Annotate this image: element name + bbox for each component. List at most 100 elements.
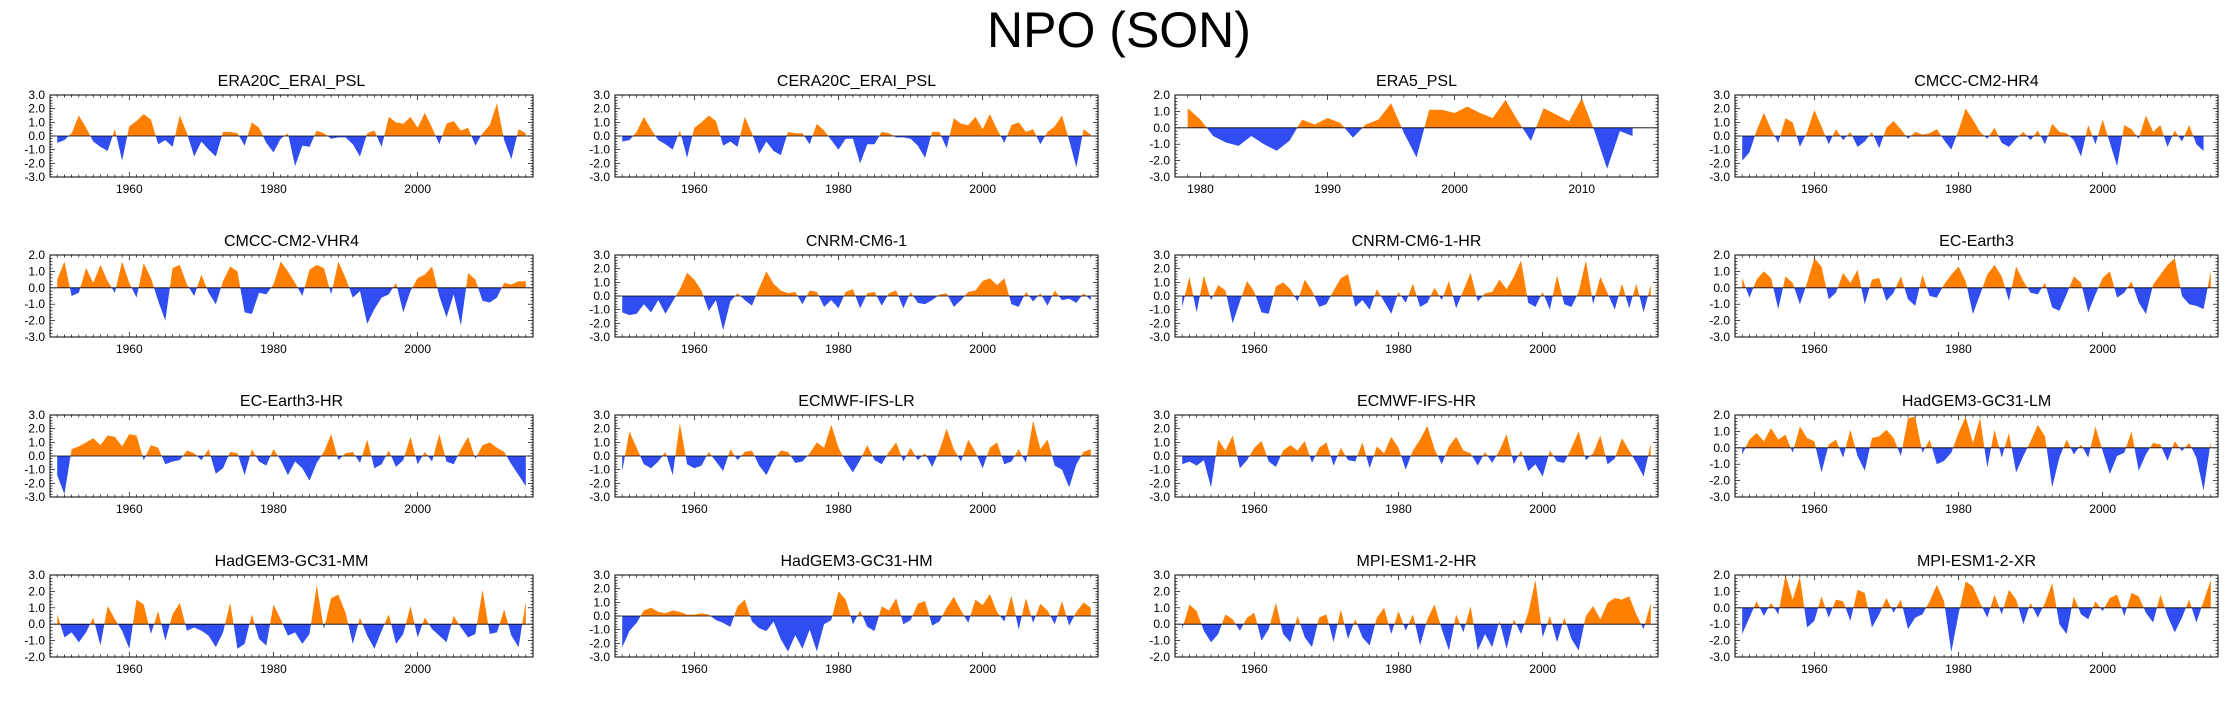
positive-anomaly-area xyxy=(57,434,526,456)
x-tick-label: 2000 xyxy=(2089,662,2116,676)
panel-plot: 2.0 1.0 0.0 -1.0 -2.0 -3.0 1960 1980 2000 xyxy=(1709,248,2219,356)
y-tick-label: 3.0 xyxy=(28,88,45,102)
panel-title: ECMWF-IFS-HR xyxy=(1356,393,1477,410)
y-tick-label: -3.0 xyxy=(589,170,610,184)
positive-anomaly-area xyxy=(1742,258,2211,288)
x-tick-label: 1960 xyxy=(681,662,708,676)
y-tick-label: 2.0 xyxy=(1713,248,1730,262)
panel-2: ERA5_PSL 2.0 1.0 0.0 -1.0 -2.0 -3.0 1980 1990 200… xyxy=(1130,73,1670,213)
panel-1: CERA20C_ERAI_PSL 3.0 2.0 1.0 0.0 -1.0 -2.0 -3.0… xyxy=(570,73,1110,213)
panel-3: CMCC-CM2-HR4 3.0 2.0 1.0 0.0 -1.0 -2.0 -3.0 1960… xyxy=(1690,73,2230,213)
y-tick-label: 0.0 xyxy=(28,617,45,631)
panel-10: ECMWF-IFS-HR 3.0 2.0 1.0 0.0 -1.0 -2.0 -3.0 1960… xyxy=(1130,393,1670,533)
x-tick-label: 1960 xyxy=(116,182,143,196)
panel-title: ERA20C_ERAI_PSL xyxy=(217,73,366,90)
y-tick-label: 1.0 xyxy=(1153,435,1170,449)
x-tick-label: 2000 xyxy=(2089,182,2116,196)
y-tick-label: -2.0 xyxy=(589,316,610,330)
y-tick-label: 3.0 xyxy=(1153,408,1170,422)
y-tick-label: 1.0 xyxy=(1153,601,1170,615)
panel-plot: 2.0 1.0 0.0 -1.0 -2.0 -3.0 1980 1990 2000 2010 xyxy=(1149,88,1659,196)
y-tick-label: 1.0 xyxy=(1153,104,1170,118)
x-tick-label: 1960 xyxy=(1241,502,1268,516)
positive-anomaly-area xyxy=(1182,425,1651,456)
y-tick-label: 3.0 xyxy=(28,408,45,422)
panel-title: CMCC-CM2-HR4 xyxy=(1914,73,2039,90)
y-tick-label: 3.0 xyxy=(1153,248,1170,262)
y-tick-label: -2.0 xyxy=(1709,634,1730,648)
y-tick-label: -2.0 xyxy=(24,476,45,490)
panel-6: CNRM-CM6-1-HR 3.0 2.0 1.0 0.0 -1.0 -2.0 -3.0 196… xyxy=(1130,233,1670,373)
panel-title: CMCC-CM2-VHR4 xyxy=(223,233,360,250)
panel-plot: 3.02.01.00.0-1.0-2.0-3.0 1960 1980 2000 xyxy=(589,568,1099,676)
x-tick-label: 1960 xyxy=(1801,182,1828,196)
y-tick-label: 2.0 xyxy=(1153,584,1170,598)
y-tick-label: -1.0 xyxy=(1149,463,1170,477)
panel-12: HadGEM3-GC31-MM 3.0 2.0 1.0 0.0 -1.0 -2.0 1960 1… xyxy=(5,553,545,693)
panel-title: CNRM-CM6-1-HR xyxy=(1351,233,1482,250)
y-tick-label: 1.0 xyxy=(28,115,45,129)
y-tick-label: -2.0 xyxy=(1709,314,1730,328)
x-tick-label: 1980 xyxy=(260,502,287,516)
x-tick-label: 1960 xyxy=(681,502,708,516)
y-tick-label: 1.0 xyxy=(593,115,610,129)
positive-anomaly-area xyxy=(622,114,1091,136)
plot-frame xyxy=(49,574,534,658)
y-tick-label: -3.0 xyxy=(1709,330,1730,344)
x-tick-label: 2000 xyxy=(969,502,996,516)
x-tick-label: 2000 xyxy=(2089,342,2116,356)
y-tick-label: 3.0 xyxy=(593,88,610,102)
y-tick-label: 0.0 xyxy=(1713,129,1730,143)
plot-frame xyxy=(1174,574,1659,658)
y-tick-label: -1.0 xyxy=(24,297,45,311)
y-tick-label: -1.0 xyxy=(1709,297,1730,311)
y-tick-label: 0.0 xyxy=(1153,617,1170,631)
y-tick-label: 3.0 xyxy=(593,408,610,422)
x-tick-label: 1980 xyxy=(825,342,852,356)
y-tick-label: -3.0 xyxy=(1149,330,1170,344)
panel-plot: 3.0 2.0 1.0 0.0 -1.0 -2.0 1960 1980 2000 xyxy=(24,568,534,676)
panel-plot: 2.0 1.0 0.0 -1.0 -2.0 -3.0 1960 1980 2000 xyxy=(24,248,534,356)
panel-15: MPI-ESM1-2-XR 2.0 1.0 0.0 -1.0 -2.0 -3.0 1960 19… xyxy=(1690,553,2230,693)
y-tick-label: 2.0 xyxy=(1153,262,1170,276)
x-tick-label: 2010 xyxy=(1568,182,1595,196)
panel-title: HadGEM3-GC31-LM xyxy=(1901,393,2052,410)
y-tick-label: -3.0 xyxy=(589,490,610,504)
positive-anomaly-area xyxy=(1742,108,2204,136)
negative-anomaly-area xyxy=(1182,456,1651,488)
panel-plot: 3.02.01.00.0-1.0-2.0-3.0 1960 1980 2000 xyxy=(24,88,534,196)
negative-anomaly-area xyxy=(1187,127,1633,169)
y-tick-label: 1.0 xyxy=(593,275,610,289)
y-tick-label: -2.0 xyxy=(589,636,610,650)
panel-8: EC-Earth3-HR 3.0 2.0 1.0 0.0 -1.0 -2.0 -3.0 1960… xyxy=(5,393,545,533)
y-tick-label: -2.0 xyxy=(589,156,610,170)
y-tick-label: -2.0 xyxy=(1709,474,1730,488)
plot-frame xyxy=(1734,414,2219,498)
y-tick-label: -3.0 xyxy=(1149,490,1170,504)
x-tick-label: 1960 xyxy=(1241,342,1268,356)
panel-title: EC-Earth3 xyxy=(1939,233,2014,250)
x-tick-label: 2000 xyxy=(1529,662,1556,676)
y-tick-label: -3.0 xyxy=(24,330,45,344)
y-tick-label: -3.0 xyxy=(24,170,45,184)
x-tick-label: 1960 xyxy=(1801,502,1828,516)
x-tick-label: 2000 xyxy=(969,342,996,356)
y-tick-label: -1.0 xyxy=(1709,143,1730,157)
panel-4: CMCC-CM2-VHR4 2.0 1.0 0.0 -1.0 -2.0 -3.0 1960 19… xyxy=(5,233,545,373)
positive-anomaly-area xyxy=(57,584,526,625)
y-tick-label: -2.0 xyxy=(1149,154,1170,168)
panel-plot: 3.02.01.00.0-1.0-2.0-3.0 1960 1980 2000 xyxy=(1709,88,2219,196)
positive-anomaly-area xyxy=(1182,260,1651,296)
panel-7: EC-Earth3 2.0 1.0 0.0 -1.0 -2.0 -3.0 1960 1980 20… xyxy=(1690,233,2230,373)
x-tick-label: 1960 xyxy=(681,342,708,356)
positive-anomaly-area xyxy=(1187,98,1594,128)
positive-anomaly-area xyxy=(57,103,526,136)
y-tick-label: 2.0 xyxy=(1153,422,1170,436)
x-tick-label: 1960 xyxy=(1241,662,1268,676)
y-tick-label: 2.0 xyxy=(1713,568,1730,582)
x-tick-label: 2000 xyxy=(404,662,431,676)
y-tick-label: 2.0 xyxy=(1153,88,1170,102)
y-tick-label: -1.0 xyxy=(1149,137,1170,151)
x-tick-label: 1960 xyxy=(1801,342,1828,356)
y-tick-label: 3.0 xyxy=(593,248,610,262)
